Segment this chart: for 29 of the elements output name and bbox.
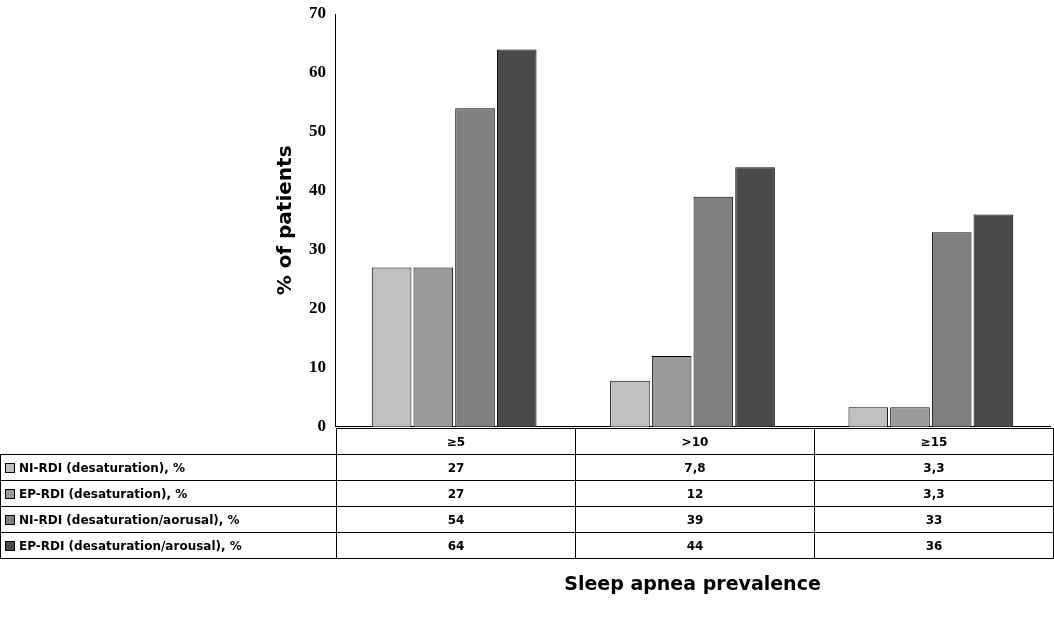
y-tick-label: 30	[309, 239, 326, 259]
data-label: 3,3	[814, 454, 1054, 481]
data-label: 7,8	[575, 454, 815, 481]
data-label: 36	[814, 532, 1054, 559]
data-label: 27	[336, 454, 576, 481]
y-axis-title: % of patients	[272, 145, 297, 296]
x-tick-label: >10	[575, 428, 815, 455]
y-tick-label: 60	[309, 62, 326, 82]
legend-label: NI-RDI (desaturation/aorusal), %	[0, 506, 337, 533]
data-label: 3,3	[814, 480, 1054, 507]
data-label: 54	[336, 506, 576, 533]
y-tick-label: 70	[309, 3, 326, 23]
text: Sleep apnea prevalence	[563, 572, 822, 594]
y-tick-label: 50	[309, 121, 326, 141]
y-tick-label: 40	[309, 180, 326, 200]
data-label: 39	[575, 506, 815, 533]
data-label: 44	[575, 532, 815, 559]
legend-label: EP-RDI (desaturation/arousal), %	[0, 532, 337, 559]
legend-label: NI-RDI (desaturation), %	[0, 454, 337, 481]
data-label: 33	[814, 506, 1054, 533]
y-tick-label: 20	[309, 298, 326, 318]
data-label: 64	[336, 532, 576, 559]
legend-label: EP-RDI (desaturation), %	[0, 480, 337, 507]
y-tick-label: 0	[317, 416, 326, 436]
data-label: 27	[336, 480, 576, 507]
x-tick-label: ≥15	[814, 428, 1054, 455]
x-tick-label: ≥5	[336, 428, 576, 455]
data-label: 12	[575, 480, 815, 507]
y-tick-label: 10	[309, 357, 326, 377]
